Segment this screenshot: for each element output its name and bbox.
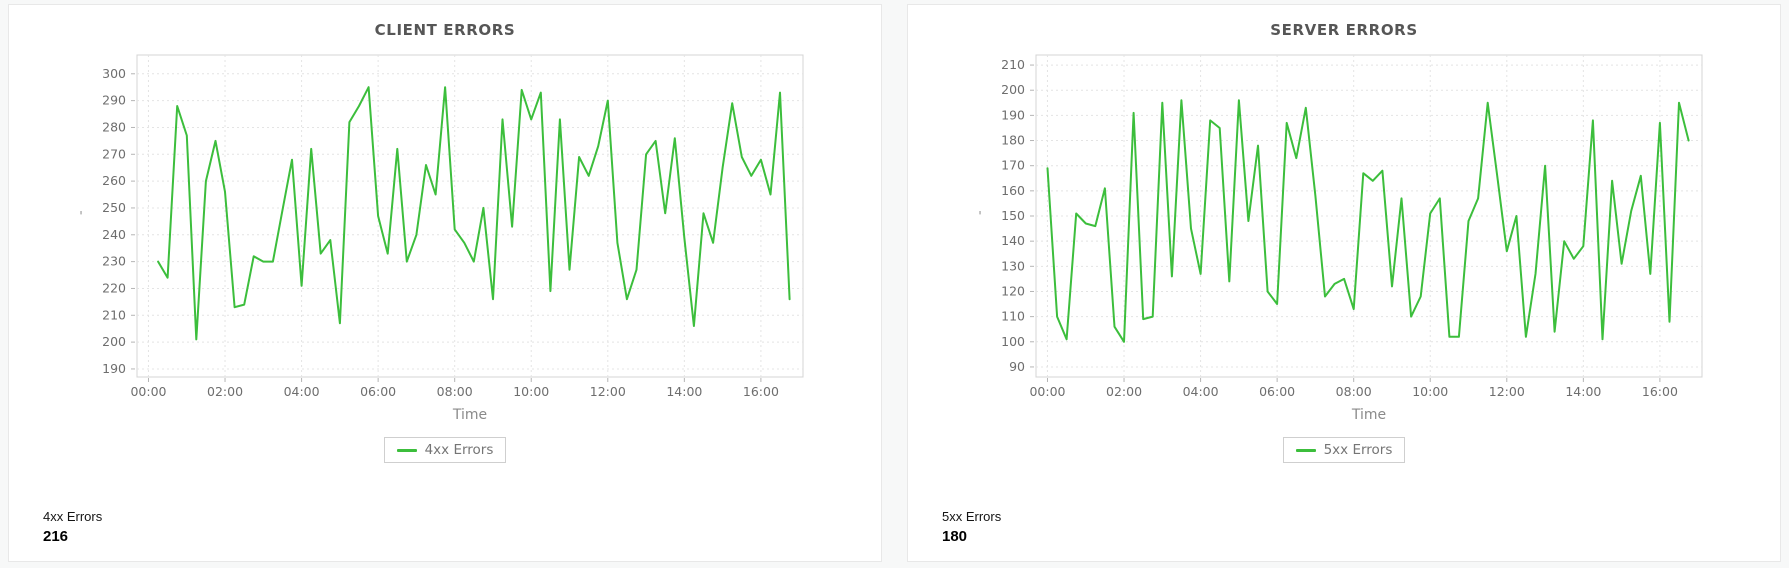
client-errors-line-chart: 00:00 02:00 04:00 06:00 08:00 10:00 12:00 14:00… [79, 54, 804, 423]
x-tick-label: 08:00 [437, 384, 473, 399]
x-tick-label: 00:00 [1029, 384, 1065, 399]
y-tick-label: 170 [1001, 158, 1025, 173]
x-tick-label: 10:00 [1412, 384, 1448, 399]
y-tick-label: 200 [102, 334, 126, 349]
client-errors-card: CLIENT ERRORS 00:00 02:00 04:00 06:00 08:00 1… [8, 4, 882, 562]
stat-label-4xx-errors: 4xx Errors [43, 509, 103, 524]
y-tick-label: 140 [1001, 233, 1025, 248]
series-line-5xx-errors [1046, 99, 1690, 343]
current-value-block: 4xx Errors 216 [9, 509, 881, 561]
x-tick-label: 08:00 [1336, 384, 1372, 399]
x-tick-label: 12:00 [1489, 384, 1525, 399]
chart-title-server-errors: SERVER ERRORS [1270, 21, 1418, 39]
y-tick-label: 240 [102, 227, 126, 242]
legend-line-swatch [1295, 448, 1316, 452]
current-value-block: 5xx Errors 180 [908, 509, 1780, 561]
y-tick-label: 210 [1001, 57, 1025, 72]
y-tick-label: 90 [1009, 359, 1025, 374]
x-tick-label: 00:00 [130, 384, 166, 399]
y-tick-label: 220 [102, 280, 126, 295]
y-tick-label: 160 [1001, 183, 1025, 198]
y-tick-label: 180 [1001, 133, 1025, 148]
x-tick-label: 02:00 [207, 384, 243, 399]
y-tick-label: 190 [102, 361, 126, 376]
y-axis-label-mark: ' [978, 209, 981, 223]
legend-item-4xx-errors[interactable]: 4xx Errors [383, 437, 507, 463]
x-axis-label: Time [452, 407, 487, 423]
x-tick-label: 02:00 [1106, 384, 1142, 399]
y-tick-label: 130 [1001, 258, 1025, 273]
x-tick-label: 12:00 [590, 384, 626, 399]
y-tick-label: 150 [1001, 208, 1025, 223]
y-tick-label: 200 [1001, 82, 1025, 97]
y-tick-label: 210 [102, 307, 126, 322]
y-axis-label-mark: ' [79, 209, 82, 223]
stat-label-5xx-errors: 5xx Errors [942, 509, 1002, 524]
x-tick-label: 04:00 [284, 384, 320, 399]
y-tick-label: 190 [1001, 107, 1025, 122]
legend-label: 4xx Errors [424, 442, 494, 458]
y-tick-label: 120 [1001, 283, 1025, 298]
stat-value-5xx-errors: 180 [942, 528, 968, 545]
x-tick-label: 06:00 [1259, 384, 1295, 399]
x-tick-label: 04:00 [1183, 384, 1219, 399]
server-errors-card: SERVER ERRORS 00:00 02:00 04:00 06:00 08:00 1… [907, 4, 1781, 562]
x-tick-label: 10:00 [513, 384, 549, 399]
plot-border [136, 54, 804, 378]
legend-line-swatch [396, 448, 417, 452]
x-axis-label: Time [1351, 407, 1386, 423]
y-tick-label: 100 [1001, 334, 1025, 349]
y-tick-label: 230 [102, 254, 126, 269]
y-tick-label: 250 [102, 200, 126, 215]
y-tick-label: 110 [1001, 309, 1025, 324]
server-errors-line-chart: 00:00 02:00 04:00 06:00 08:00 10:00 12:00 14:00… [978, 54, 1703, 423]
y-tick-label: 270 [102, 146, 126, 161]
y-tick-label: 280 [102, 119, 126, 134]
x-tick-label: 16:00 [743, 384, 779, 399]
legend-item-5xx-errors[interactable]: 5xx Errors [1282, 437, 1406, 463]
x-tick-label: 14:00 [666, 384, 702, 399]
legend-row: 4xx Errors [9, 437, 881, 463]
x-tick-label: 14:00 [1565, 384, 1601, 399]
legend-label: 5xx Errors [1323, 442, 1393, 458]
x-tick-label: 16:00 [1642, 384, 1678, 399]
y-tick-label: 300 [102, 66, 126, 81]
y-tick-label: 290 [102, 93, 126, 108]
stat-value-4xx-errors: 216 [43, 528, 69, 545]
series-line-4xx-errors [157, 86, 791, 341]
x-tick-label: 06:00 [360, 384, 396, 399]
chart-title-client-errors: CLIENT ERRORS [374, 21, 516, 39]
y-tick-label: 260 [102, 173, 126, 188]
legend-row: 5xx Errors [908, 437, 1780, 463]
